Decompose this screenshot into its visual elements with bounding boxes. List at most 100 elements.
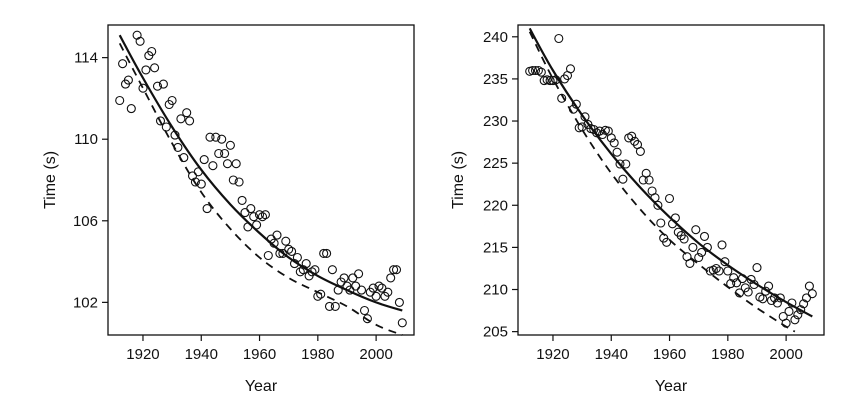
- data-point: [225, 140, 235, 150]
- data-point: [621, 159, 631, 169]
- data-point: [263, 250, 273, 261]
- y-tick-label: 102: [73, 294, 98, 311]
- plot-frame-left: [107, 24, 415, 336]
- x-tick-label: 2000: [769, 346, 802, 363]
- y-tick-label: 220: [483, 197, 508, 214]
- data-point: [176, 114, 186, 124]
- y-tick-label: 106: [73, 213, 98, 230]
- data-point: [391, 265, 402, 275]
- data-point: [764, 281, 774, 291]
- data-point: [685, 258, 695, 268]
- data-point: [202, 204, 212, 214]
- data-point: [554, 33, 564, 44]
- data-point: [182, 108, 192, 118]
- data-point: [222, 159, 233, 169]
- data-point: [717, 240, 727, 250]
- data-point: [743, 287, 753, 297]
- data-point: [351, 281, 361, 291]
- y-tick-label: 230: [483, 113, 508, 130]
- data-point: [135, 36, 145, 46]
- data-point: [368, 283, 378, 293]
- data-point: [606, 133, 616, 143]
- data-point: [688, 242, 698, 252]
- data-point: [231, 159, 241, 169]
- x-ticks-left: 1920 1940 1960 1980 2000: [126, 335, 393, 363]
- data-point: [772, 298, 782, 308]
- data-point: [254, 210, 265, 220]
- data-point: [316, 289, 326, 299]
- data-point: [327, 265, 337, 275]
- data-point: [389, 265, 399, 275]
- data-point: [322, 248, 332, 258]
- data-point: [758, 294, 768, 304]
- x-tick-label: 1960: [653, 346, 686, 363]
- data-point: [115, 95, 125, 106]
- data-point: [287, 246, 297, 256]
- chart-right: 1920 1940 1960 1980 2000 2052102152202252302…: [450, 24, 825, 395]
- data-point: [630, 136, 640, 146]
- data-point: [565, 64, 576, 74]
- y-tick-label: 210: [483, 282, 508, 299]
- data-point: [615, 159, 625, 169]
- data-point: [260, 210, 270, 220]
- data-point: [196, 179, 206, 189]
- data-point: [732, 278, 742, 288]
- data-point: [356, 285, 367, 295]
- data-point: [662, 237, 672, 247]
- data-point: [324, 301, 335, 311]
- data-point: [190, 177, 200, 187]
- data-point: [752, 263, 762, 273]
- data-point: [348, 273, 358, 283]
- data-point: [292, 252, 302, 263]
- data-point: [784, 306, 794, 316]
- data-point: [397, 318, 407, 328]
- data-point: [234, 177, 244, 187]
- plot-frame-right: [517, 24, 825, 336]
- data-point: [383, 287, 393, 297]
- data-point: [691, 225, 701, 235]
- y-axis-label-left: Time (s): [42, 151, 59, 209]
- data-point: [530, 65, 541, 76]
- y-ticks-right: 205 210 215 220 225 230 235 240: [483, 29, 518, 341]
- dashed-curve-left: [118, 42, 403, 336]
- data-point: [295, 267, 305, 277]
- data-point: [766, 295, 777, 306]
- data-point: [155, 116, 166, 126]
- x-tick-label: 1920: [126, 346, 159, 363]
- y-tick-label: 240: [483, 29, 508, 46]
- chart-left: 1920 1940 1960 1980 2000 102 106 110 114 Year T…: [42, 24, 415, 395]
- data-point: [138, 83, 148, 93]
- data-point: [796, 305, 806, 315]
- data-point: [371, 291, 381, 301]
- data-point: [656, 218, 666, 228]
- data-point: [147, 46, 157, 57]
- data-point: [790, 315, 800, 325]
- data-point: [199, 155, 209, 165]
- x-tick-label: 1940: [595, 346, 628, 363]
- data-point: [374, 281, 384, 291]
- y-axis-label-right: Time (s): [450, 151, 467, 209]
- data-point: [729, 273, 739, 283]
- data-point: [158, 79, 168, 89]
- data-point: [284, 244, 294, 254]
- data-point: [664, 193, 675, 204]
- data-point: [205, 132, 215, 142]
- data-point: [699, 231, 710, 241]
- data-point: [711, 263, 721, 274]
- data-point: [281, 236, 291, 246]
- data-point: [220, 148, 230, 159]
- data-point: [618, 174, 628, 184]
- data-point: [362, 314, 372, 324]
- data-point: [609, 138, 619, 148]
- data-point: [249, 212, 259, 222]
- data-point: [694, 252, 704, 263]
- data-point: [528, 65, 538, 76]
- data-point: [644, 175, 654, 185]
- data-point: [123, 75, 133, 85]
- y-tick-label: 114: [74, 50, 98, 67]
- data-point: [359, 305, 370, 316]
- y-tick-label: 215: [483, 239, 508, 256]
- data-point: [152, 81, 163, 91]
- points-right: [525, 33, 817, 328]
